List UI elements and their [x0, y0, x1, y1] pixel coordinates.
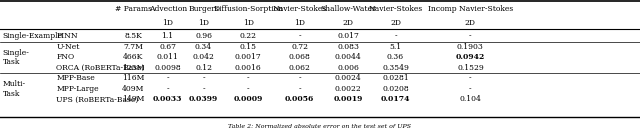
Text: 0.104: 0.104 [460, 95, 481, 104]
Text: 0.12: 0.12 [195, 64, 212, 72]
Text: 0.3549: 0.3549 [382, 64, 409, 72]
Text: Shallow-Water: Shallow-Water [321, 5, 376, 13]
Text: 0.062: 0.062 [289, 64, 310, 72]
Text: -: - [298, 32, 301, 40]
Text: 116M: 116M [122, 74, 144, 82]
Text: -: - [202, 74, 205, 82]
Text: Table 2: Normalized absolute error on the test set of UPS: Table 2: Normalized absolute error on th… [228, 124, 412, 128]
Text: 0.72: 0.72 [291, 43, 308, 51]
Text: Navier-Stokes: Navier-Stokes [273, 5, 326, 13]
Text: 0.0044: 0.0044 [335, 53, 362, 61]
Text: -: - [247, 74, 250, 82]
Text: -: - [469, 85, 472, 93]
Text: 466K: 466K [123, 53, 143, 61]
Text: Single-Example: Single-Example [3, 32, 63, 40]
Text: PINN: PINN [56, 32, 78, 40]
Text: Diffusion-Sorption: Diffusion-Sorption [213, 5, 284, 13]
Text: MPP-Base: MPP-Base [56, 74, 95, 82]
Text: -: - [298, 85, 301, 93]
Text: 0.0942: 0.0942 [456, 53, 485, 61]
Text: 5.1: 5.1 [390, 43, 401, 51]
Text: 0.0399: 0.0399 [189, 95, 218, 104]
Text: 0.36: 0.36 [387, 53, 404, 61]
Text: 0.0017: 0.0017 [235, 53, 262, 61]
Text: 0.15: 0.15 [240, 43, 257, 51]
Text: 0.0208: 0.0208 [382, 85, 409, 93]
Text: -: - [298, 74, 301, 82]
Text: MPP-Large: MPP-Large [56, 85, 99, 93]
Text: # Params: # Params [115, 5, 152, 13]
Text: 0.017: 0.017 [337, 32, 359, 40]
Text: 0.0022: 0.0022 [335, 85, 362, 93]
Text: 125M: 125M [122, 64, 144, 72]
Text: Navier-Stokes: Navier-Stokes [369, 5, 422, 13]
Text: Multi-
Task: Multi- Task [3, 80, 26, 98]
Text: -: - [247, 85, 250, 93]
Text: 0.068: 0.068 [289, 53, 310, 61]
Text: 149M: 149M [122, 95, 144, 104]
Text: 0.006: 0.006 [337, 64, 359, 72]
Text: 0.67: 0.67 [159, 43, 176, 51]
Text: 2D: 2D [342, 19, 354, 27]
Text: 8.5K: 8.5K [124, 32, 142, 40]
Text: Single-
Task: Single- Task [3, 49, 29, 66]
Text: 1D: 1D [294, 19, 305, 27]
Text: 0.1903: 0.1903 [457, 43, 484, 51]
Text: 0.0281: 0.0281 [382, 74, 409, 82]
Text: U-Net: U-Net [56, 43, 80, 51]
Text: -: - [202, 85, 205, 93]
Text: FNO: FNO [56, 53, 74, 61]
Text: -: - [469, 32, 472, 40]
Text: 0.0016: 0.0016 [235, 64, 262, 72]
Text: 1D: 1D [162, 19, 173, 27]
Text: 1D: 1D [243, 19, 254, 27]
Text: Burgers: Burgers [188, 5, 219, 13]
Text: 0.1529: 0.1529 [457, 64, 484, 72]
Text: 0.042: 0.042 [193, 53, 214, 61]
Text: 0.34: 0.34 [195, 43, 212, 51]
Text: 0.011: 0.011 [157, 53, 179, 61]
Text: 1.1: 1.1 [162, 32, 173, 40]
Text: 409M: 409M [122, 85, 144, 93]
Text: 0.0098: 0.0098 [154, 64, 181, 72]
Text: 0.083: 0.083 [337, 43, 359, 51]
Text: 0.0009: 0.0009 [234, 95, 263, 104]
Text: 0.0033: 0.0033 [153, 95, 182, 104]
Text: 1D: 1D [198, 19, 209, 27]
Text: 2D: 2D [465, 19, 476, 27]
Text: -: - [469, 74, 472, 82]
Text: Incomp Navier-Stokes: Incomp Navier-Stokes [428, 5, 513, 13]
Text: -: - [394, 32, 397, 40]
Text: 0.22: 0.22 [240, 32, 257, 40]
Text: ORCA (RoBERTa-Base): ORCA (RoBERTa-Base) [56, 64, 145, 72]
Text: -: - [166, 74, 169, 82]
Text: UPS (RoBERTa-Base): UPS (RoBERTa-Base) [56, 95, 139, 104]
Text: -: - [166, 85, 169, 93]
Text: 0.0019: 0.0019 [333, 95, 363, 104]
Text: 7.7M: 7.7M [123, 43, 143, 51]
Text: 0.96: 0.96 [195, 32, 212, 40]
Text: Advection: Advection [148, 5, 187, 13]
Text: 0.0056: 0.0056 [285, 95, 314, 104]
Text: 0.0174: 0.0174 [381, 95, 410, 104]
Text: 0.0024: 0.0024 [335, 74, 362, 82]
Text: 2D: 2D [390, 19, 401, 27]
